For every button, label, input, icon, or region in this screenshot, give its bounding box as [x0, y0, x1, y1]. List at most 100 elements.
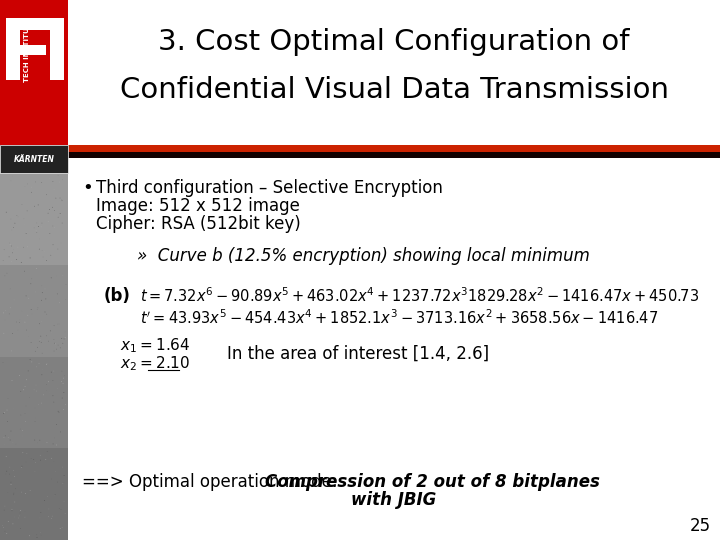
Point [45, 454, 57, 463]
Point [48, 491, 60, 500]
Point [25, 305, 37, 314]
Text: ==> Optimal operation mode:: ==> Optimal operation mode: [82, 473, 343, 491]
Point [56, 195, 68, 204]
Point [39, 496, 50, 505]
Point [58, 335, 70, 343]
Point [52, 384, 63, 393]
Point [43, 505, 55, 514]
Bar [6, 18, 62, 30]
Point [58, 388, 70, 397]
Point [22, 311, 34, 320]
Point [53, 407, 64, 416]
Point [24, 254, 36, 262]
Point [9, 472, 20, 481]
Point [9, 498, 21, 507]
Point [37, 246, 48, 255]
Point [8, 223, 19, 232]
Point [48, 347, 60, 355]
Point [16, 307, 27, 315]
Point [4, 436, 16, 444]
Point [35, 456, 46, 464]
Point [19, 513, 31, 522]
Point [55, 239, 67, 248]
Point [54, 299, 66, 307]
Point [35, 335, 46, 344]
Point [6, 248, 18, 257]
Point [21, 326, 32, 334]
Point [49, 434, 60, 442]
Point [39, 285, 50, 293]
Point [1, 406, 13, 414]
Point [47, 512, 58, 521]
Point [59, 372, 71, 380]
Point [50, 340, 61, 348]
Point [48, 321, 60, 330]
Bar [0, 145, 68, 173]
Point [48, 185, 60, 193]
Point [31, 362, 42, 371]
Point [32, 222, 44, 231]
Point [42, 377, 54, 386]
Point [53, 341, 64, 349]
Point [41, 332, 53, 340]
Point [5, 427, 17, 435]
Point [18, 243, 30, 252]
Point [34, 245, 45, 253]
Point [60, 295, 71, 303]
Text: $x_1 = 1.64$: $x_1 = 1.64$ [120, 336, 190, 355]
Bar [0, 356, 68, 448]
Point [37, 349, 48, 357]
Bar [0, 173, 68, 265]
Text: (b): (b) [104, 287, 131, 305]
Point [25, 454, 37, 463]
Point [15, 506, 27, 515]
Point [34, 436, 45, 444]
Point [35, 528, 46, 537]
Point [5, 478, 17, 487]
Point [1, 269, 13, 278]
Text: Confidential Visual Data Transmission: Confidential Visual Data Transmission [120, 76, 668, 104]
Point [16, 488, 27, 496]
Point [48, 240, 59, 249]
Point [49, 339, 60, 348]
Text: Image: 512 x 512 image: Image: 512 x 512 image [96, 197, 300, 215]
Point [6, 505, 18, 514]
Text: Compression of 2 out of 8 bitplanes: Compression of 2 out of 8 bitplanes [265, 473, 600, 491]
Point [23, 294, 35, 302]
Point [57, 176, 68, 184]
Bar [68, 158, 720, 540]
Point [47, 221, 58, 230]
Bar [0, 448, 68, 540]
Text: with JBIG: with JBIG [351, 491, 436, 509]
Point [14, 511, 25, 520]
Point [4, 253, 15, 261]
Point [34, 320, 45, 328]
Point [20, 417, 32, 426]
Point [57, 479, 68, 488]
Bar [50, 30, 64, 80]
Point [40, 455, 52, 464]
Point [22, 367, 34, 375]
Point [17, 448, 29, 457]
Point [36, 281, 48, 290]
Text: $x_2 = 2.10$: $x_2 = 2.10$ [120, 355, 190, 373]
Point [60, 333, 71, 342]
Point [0, 306, 12, 315]
Point [32, 200, 44, 209]
Point [33, 221, 45, 230]
Text: In the area of interest [1.4, 2.6]: In the area of interest [1.4, 2.6] [227, 345, 489, 363]
Point [2, 394, 14, 403]
Point [58, 307, 70, 316]
Point [6, 329, 18, 338]
Point [16, 463, 27, 472]
Point [20, 458, 32, 467]
Point [6, 376, 18, 384]
Point [41, 380, 53, 389]
Point [35, 338, 47, 347]
Point [42, 209, 54, 218]
Point [0, 409, 9, 418]
Point [11, 211, 22, 220]
Point [32, 438, 43, 447]
Point [0, 316, 11, 325]
Point [19, 182, 31, 191]
